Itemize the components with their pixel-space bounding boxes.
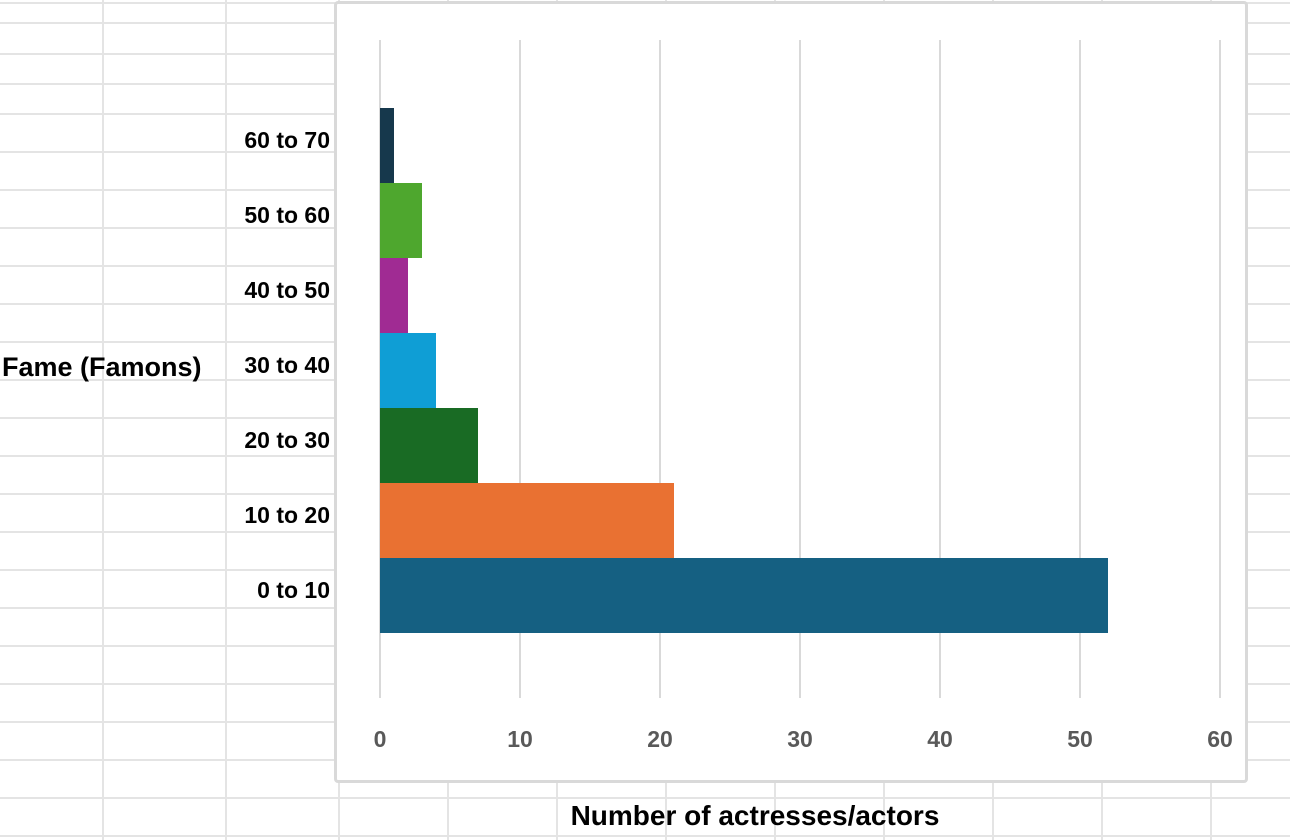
category-label-60-to-70: 60 to 70 [244, 127, 330, 153]
x-tick-label-60: 60 [1207, 726, 1233, 752]
category-label-10-to-20: 10 to 20 [244, 502, 330, 528]
bar-50-to-60[interactable] [380, 183, 422, 258]
x-tick-label-40: 40 [927, 726, 953, 752]
x-gridline-50 [1079, 40, 1081, 698]
category-label-40-to-50: 40 to 50 [244, 277, 330, 303]
x-tick-label-30: 30 [787, 726, 813, 752]
bar-40-to-50[interactable] [380, 258, 408, 333]
bar-10-to-20[interactable] [380, 483, 674, 558]
y-axis-title: Fame (Famons) [2, 352, 202, 382]
x-tick-label-0: 0 [373, 726, 387, 752]
category-label-20-to-30: 20 to 30 [244, 427, 330, 453]
category-label-50-to-60: 50 to 60 [244, 202, 330, 228]
x-gridline-20 [659, 40, 661, 698]
sheet-column-line [102, 0, 104, 840]
x-tick-label-50: 50 [1067, 726, 1093, 752]
bar-30-to-40[interactable] [380, 333, 436, 408]
x-tick-label-20: 20 [647, 726, 673, 752]
x-axis-title: Number of actresses/actors [570, 800, 940, 831]
sheet-column-line [225, 0, 227, 840]
bar-0-to-10[interactable] [380, 558, 1108, 633]
category-label-0-to-10: 0 to 10 [257, 577, 330, 603]
category-label-30-to-40: 30 to 40 [244, 352, 330, 378]
x-gridline-60 [1219, 40, 1221, 698]
x-gridline-40 [939, 40, 941, 698]
sheet-row-line [0, 797, 1290, 799]
bar-60-to-70[interactable] [380, 108, 394, 183]
x-gridline-30 [799, 40, 801, 698]
x-gridline-10 [519, 40, 521, 698]
bar-20-to-30[interactable] [380, 408, 478, 483]
x-tick-label-10: 10 [507, 726, 533, 752]
chart-area[interactable] [334, 1, 1248, 783]
sheet-row-line [0, 835, 1290, 837]
